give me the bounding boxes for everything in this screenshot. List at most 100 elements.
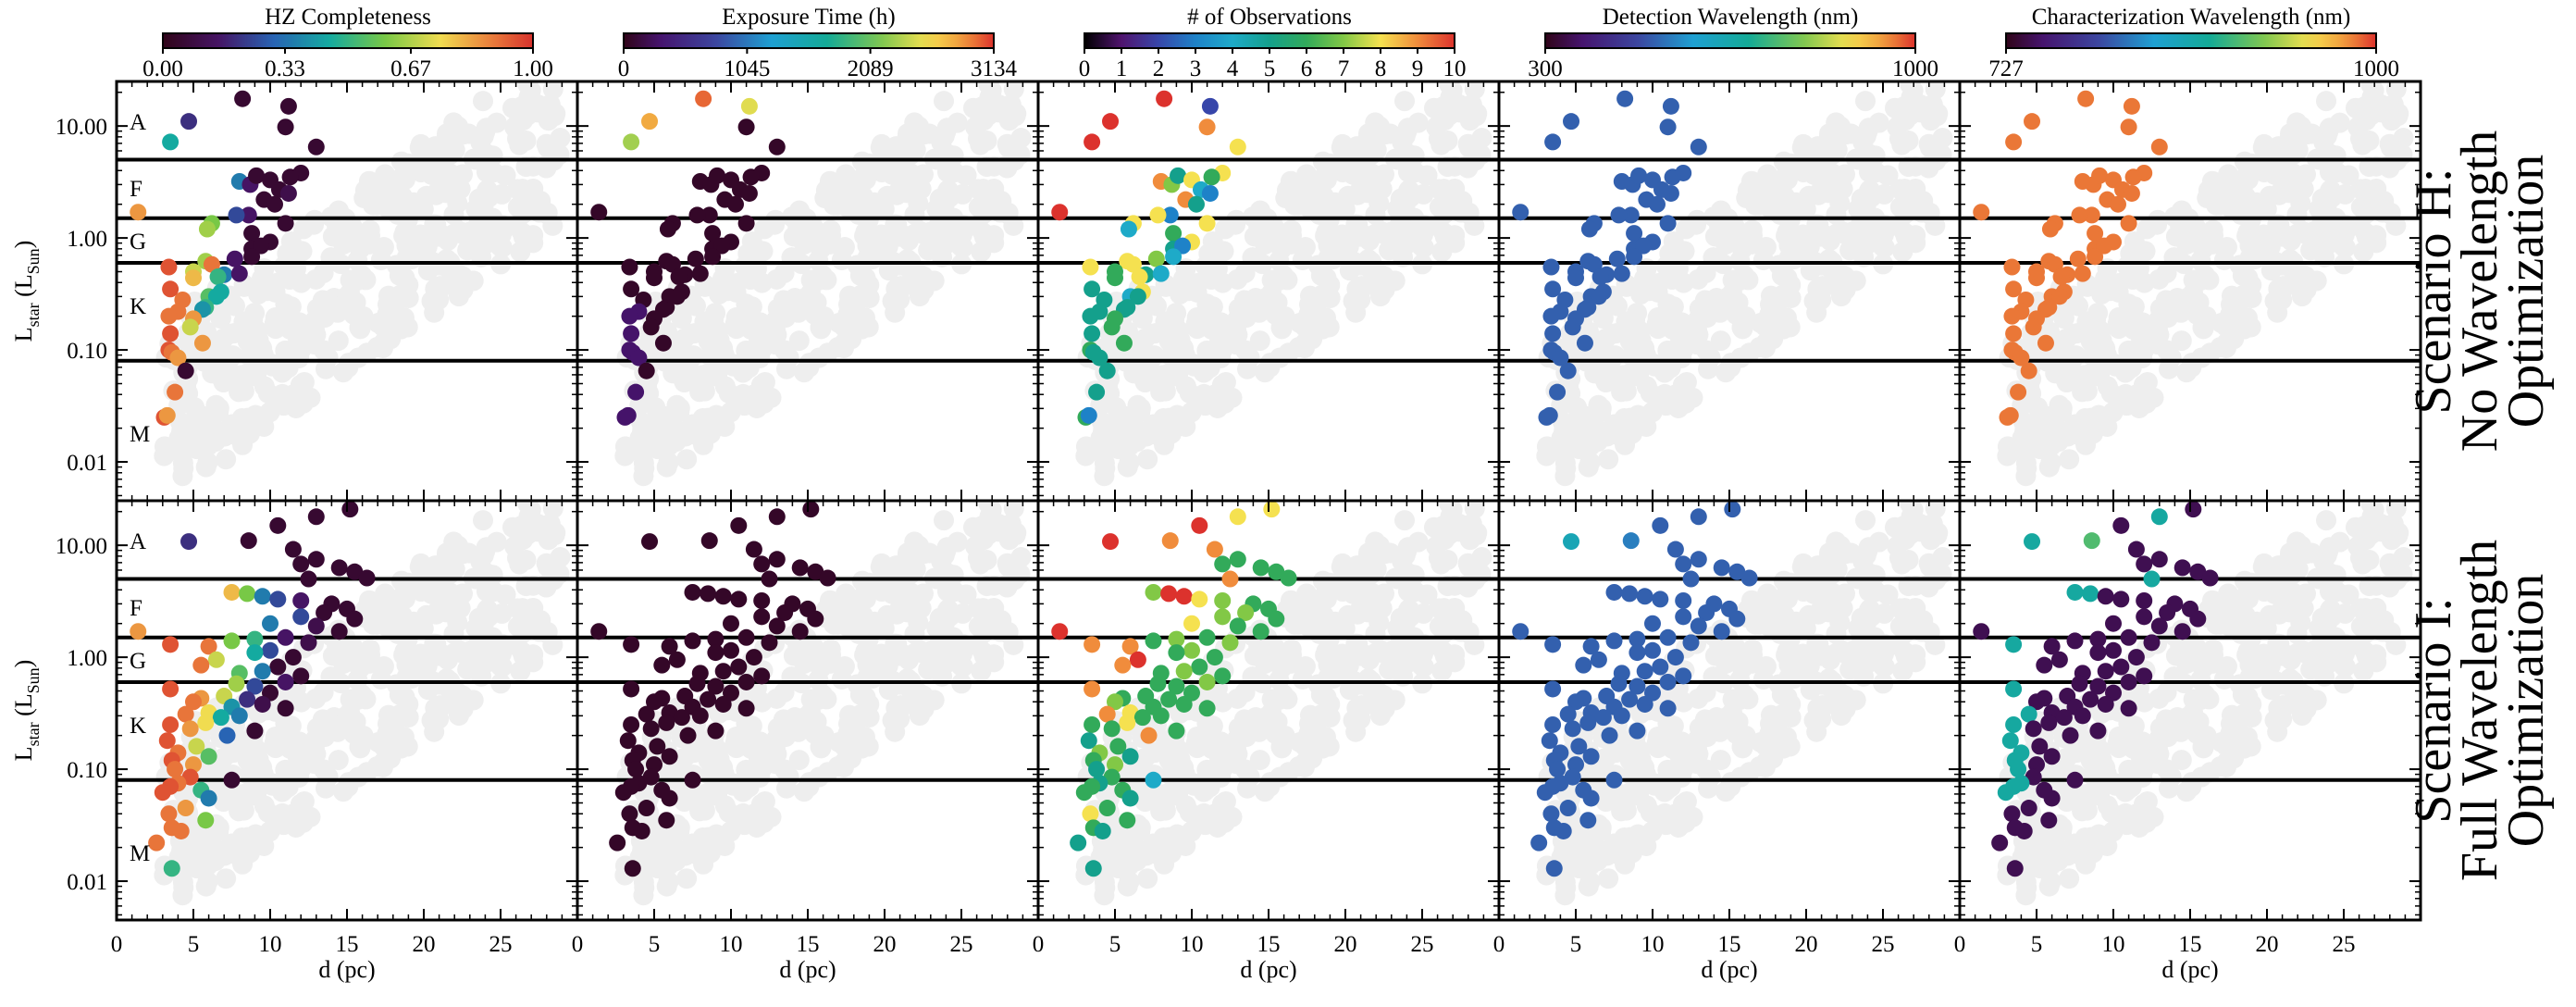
target-point xyxy=(300,634,317,652)
background-star xyxy=(426,603,447,625)
background-star xyxy=(1640,382,1661,404)
target-point xyxy=(1576,334,1593,352)
background-star xyxy=(2050,343,2071,365)
background-star xyxy=(955,165,976,186)
target-point xyxy=(223,632,241,650)
target-point xyxy=(688,675,706,692)
background-star xyxy=(890,581,911,603)
background-star xyxy=(238,413,259,434)
background-star xyxy=(1440,506,1461,528)
background-star xyxy=(2291,286,2312,307)
background-star xyxy=(754,790,775,812)
background-star xyxy=(2132,347,2153,368)
background-star xyxy=(347,669,368,690)
background-star xyxy=(2206,194,2227,216)
target-point xyxy=(704,225,722,242)
target-point xyxy=(2050,288,2068,305)
target-point xyxy=(1542,307,1560,325)
target-point xyxy=(2020,362,2037,379)
background-star xyxy=(838,704,860,726)
background-star xyxy=(890,162,911,183)
background-star xyxy=(473,194,494,216)
background-star xyxy=(873,617,895,639)
target-point xyxy=(661,748,678,765)
background-star xyxy=(293,371,315,392)
target-point xyxy=(726,195,744,213)
target-point xyxy=(1512,204,1530,221)
background-star xyxy=(2272,255,2293,276)
background-star xyxy=(293,218,315,240)
background-star xyxy=(1780,287,1802,308)
background-star xyxy=(1119,854,1140,876)
target-point xyxy=(279,184,297,202)
target-point xyxy=(1115,334,1133,352)
background-star xyxy=(2115,362,2136,383)
target-point xyxy=(1229,138,1246,155)
background-star xyxy=(1099,383,1121,404)
target-point xyxy=(1580,220,1598,238)
spectral-type-label: F xyxy=(130,177,142,202)
background-star xyxy=(1284,194,1306,216)
background-star xyxy=(210,308,231,329)
target-point xyxy=(185,269,202,287)
background-star xyxy=(2272,289,2293,310)
background-star xyxy=(1591,398,1612,419)
target-point xyxy=(300,570,317,588)
background-star xyxy=(373,655,394,677)
background-star xyxy=(221,414,242,435)
target-point xyxy=(2012,349,2030,367)
background-star xyxy=(870,556,891,578)
background-star xyxy=(1201,318,1222,340)
background-star xyxy=(834,317,855,338)
background-star xyxy=(1755,236,1777,257)
background-star xyxy=(859,706,880,727)
background-star xyxy=(1094,466,1115,487)
background-star xyxy=(1598,449,1619,470)
target-point xyxy=(1165,248,1183,266)
target-point xyxy=(346,563,364,580)
background-star xyxy=(778,347,799,368)
background-star xyxy=(1671,347,1692,368)
target-point xyxy=(243,248,261,266)
background-star xyxy=(2149,309,2170,330)
colorbar-tick-label: 2 xyxy=(1153,56,1165,81)
colorbar-tick-label: 4 xyxy=(1227,56,1239,81)
background-star xyxy=(1715,233,1737,255)
target-point xyxy=(1131,268,1148,286)
target-point xyxy=(1091,349,1108,367)
target-point xyxy=(307,508,325,526)
background-star xyxy=(413,644,434,665)
target-point xyxy=(162,680,180,698)
background-star xyxy=(1130,398,1151,419)
target-point xyxy=(1662,184,1679,202)
background-star xyxy=(208,817,229,839)
background-star xyxy=(494,165,515,186)
target-point xyxy=(277,118,294,136)
background-star xyxy=(2107,313,2128,334)
background-star xyxy=(1830,286,1852,307)
target-point xyxy=(223,583,241,601)
spectral-type-label: M xyxy=(130,422,150,447)
background-star xyxy=(724,313,746,334)
background-star xyxy=(1334,198,1356,219)
target-point xyxy=(614,784,632,802)
target-point xyxy=(2123,97,2140,115)
target-point xyxy=(753,592,771,610)
background-star xyxy=(858,736,879,757)
target-point xyxy=(277,628,294,646)
target-point xyxy=(2120,118,2137,136)
background-star xyxy=(859,572,880,593)
colorbar-gradient xyxy=(1084,32,1455,49)
target-point xyxy=(684,771,701,789)
background-star xyxy=(1358,542,1380,564)
target-point xyxy=(180,533,198,551)
background-star xyxy=(676,449,698,470)
background-star xyxy=(539,93,561,115)
y-axis-title-part: (L xyxy=(10,693,37,722)
background-star xyxy=(216,868,237,889)
background-star xyxy=(1767,200,1789,221)
target-point xyxy=(700,585,717,603)
background-star xyxy=(512,641,533,663)
background-star xyxy=(1795,198,1816,219)
background-star xyxy=(272,781,293,802)
